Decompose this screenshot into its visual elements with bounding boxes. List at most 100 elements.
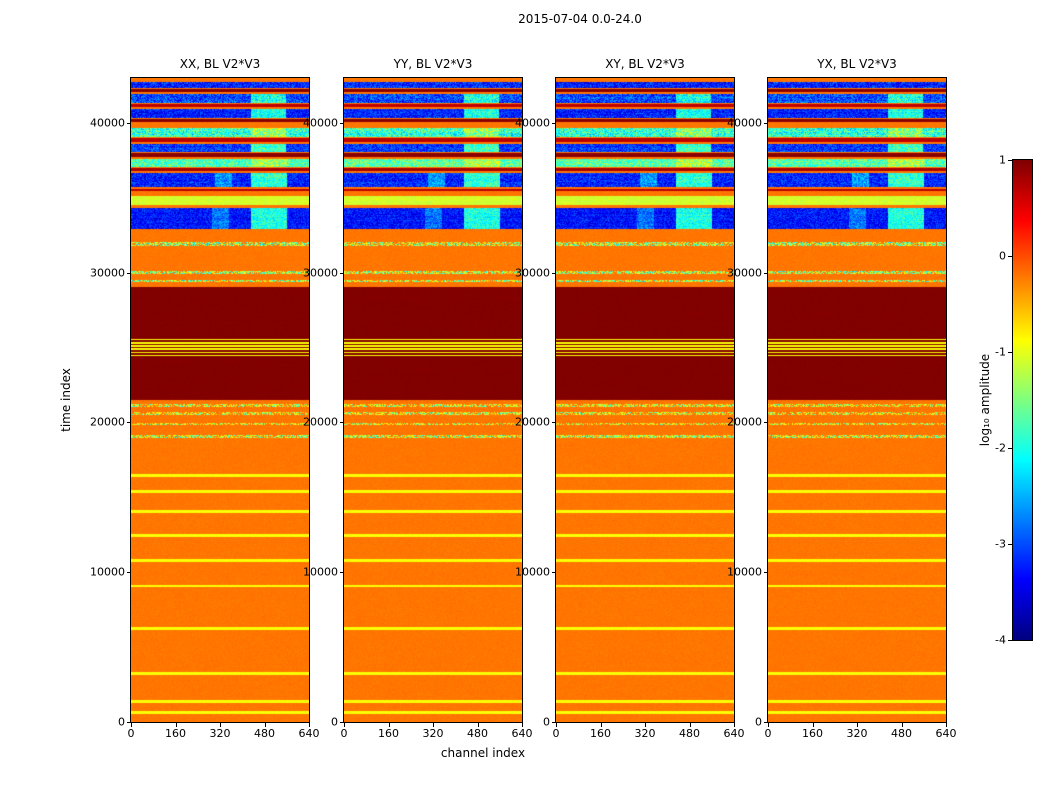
y-tick-label: 10000	[508, 566, 550, 579]
x-tick-mark	[902, 723, 903, 727]
heatmap-panel-2	[555, 77, 735, 723]
x-tick-label: 0	[341, 727, 348, 740]
y-tick-mark	[340, 572, 344, 573]
y-tick-label: 10000	[720, 566, 762, 579]
y-tick-label: 40000	[720, 116, 762, 129]
heatmap-canvas-2	[556, 78, 734, 722]
x-axis-label: channel index	[441, 746, 525, 760]
x-tick-label: 640	[512, 727, 533, 740]
panel-title-0: XX, BL V2*V3	[131, 57, 309, 71]
heatmap-panel-0	[130, 77, 310, 723]
x-tick-mark	[768, 723, 769, 727]
y-tick-mark	[764, 273, 768, 274]
heatmap-canvas-3	[768, 78, 946, 722]
panel-title-1: YY, BL V2*V3	[344, 57, 522, 71]
y-tick-label: 30000	[720, 266, 762, 279]
x-tick-label: 0	[765, 727, 772, 740]
y-tick-label: 20000	[83, 416, 125, 429]
x-tick-mark	[389, 723, 390, 727]
x-tick-mark	[645, 723, 646, 727]
colorbar-tick-label: 0	[972, 250, 1006, 263]
y-tick-mark	[127, 273, 131, 274]
x-tick-label: 320	[635, 727, 656, 740]
x-tick-label: 320	[423, 727, 444, 740]
colorbar-tick-mark	[1008, 352, 1012, 353]
y-tick-label: 0	[83, 716, 125, 729]
x-tick-label: 160	[802, 727, 823, 740]
colorbar-gradient	[1013, 160, 1032, 640]
x-tick-label: 480	[254, 727, 275, 740]
x-tick-mark	[176, 723, 177, 727]
y-tick-label: 30000	[83, 266, 125, 279]
x-tick-label: 0	[553, 727, 560, 740]
x-tick-label: 480	[679, 727, 700, 740]
y-tick-mark	[127, 422, 131, 423]
x-tick-label: 640	[936, 727, 957, 740]
x-tick-label: 640	[724, 727, 745, 740]
x-tick-mark	[813, 723, 814, 727]
figure-title: 2015-07-04 0.0-24.0	[518, 12, 642, 26]
panel-title-3: YX, BL V2*V3	[768, 57, 946, 71]
x-tick-label: 0	[128, 727, 135, 740]
colorbar-tick-label: -1	[972, 346, 1006, 359]
colorbar-label: log₁₀ amplitude	[978, 354, 992, 446]
y-tick-mark	[764, 572, 768, 573]
colorbar-tick-label: -3	[972, 538, 1006, 551]
y-tick-mark	[127, 123, 131, 124]
colorbar-tick-label: -2	[972, 442, 1006, 455]
y-tick-label: 10000	[83, 566, 125, 579]
x-tick-label: 320	[847, 727, 868, 740]
x-tick-label: 480	[891, 727, 912, 740]
y-tick-label: 0	[508, 716, 550, 729]
colorbar-tick-label: 1	[972, 154, 1006, 167]
x-tick-label: 160	[378, 727, 399, 740]
y-tick-label: 30000	[296, 266, 338, 279]
x-tick-mark	[131, 723, 132, 727]
heatmap-panel-1	[343, 77, 523, 723]
x-tick-mark	[946, 723, 947, 727]
y-tick-label: 40000	[508, 116, 550, 129]
colorbar-tick-mark	[1008, 160, 1012, 161]
colorbar-tick-label: -4	[972, 634, 1006, 647]
y-tick-label: 40000	[296, 116, 338, 129]
y-tick-mark	[340, 422, 344, 423]
y-axis-label: time index	[59, 368, 73, 432]
x-tick-label: 160	[590, 727, 611, 740]
x-tick-mark	[857, 723, 858, 727]
x-tick-label: 640	[299, 727, 320, 740]
y-tick-label: 40000	[83, 116, 125, 129]
y-tick-mark	[552, 123, 556, 124]
y-tick-label: 30000	[508, 266, 550, 279]
x-tick-mark	[556, 723, 557, 727]
y-tick-mark	[127, 572, 131, 573]
y-tick-label: 20000	[720, 416, 762, 429]
y-tick-mark	[552, 422, 556, 423]
y-tick-mark	[764, 422, 768, 423]
x-tick-mark	[601, 723, 602, 727]
matplotlib-figure: 2015-07-04 0.0-24.0 XX, BL V2*V3 0 10000 20…	[0, 0, 1050, 800]
heatmap-panel-3	[767, 77, 947, 723]
x-tick-label: 320	[210, 727, 231, 740]
x-tick-label: 160	[165, 727, 186, 740]
x-tick-label: 480	[467, 727, 488, 740]
colorbar-tick-mark	[1008, 448, 1012, 449]
x-tick-mark	[690, 723, 691, 727]
y-tick-mark	[552, 273, 556, 274]
x-tick-mark	[433, 723, 434, 727]
y-tick-label: 10000	[296, 566, 338, 579]
y-tick-mark	[552, 572, 556, 573]
y-tick-label: 0	[296, 716, 338, 729]
y-tick-label: 20000	[508, 416, 550, 429]
heatmap-canvas-0	[131, 78, 309, 722]
x-tick-mark	[344, 723, 345, 727]
colorbar-bar	[1012, 159, 1033, 641]
y-tick-label: 0	[720, 716, 762, 729]
heatmap-canvas-1	[344, 78, 522, 722]
colorbar-tick-mark	[1008, 640, 1012, 641]
panel-title-2: XY, BL V2*V3	[556, 57, 734, 71]
y-tick-mark	[340, 123, 344, 124]
colorbar-tick-mark	[1008, 544, 1012, 545]
y-tick-label: 20000	[296, 416, 338, 429]
x-tick-mark	[478, 723, 479, 727]
y-tick-mark	[340, 273, 344, 274]
